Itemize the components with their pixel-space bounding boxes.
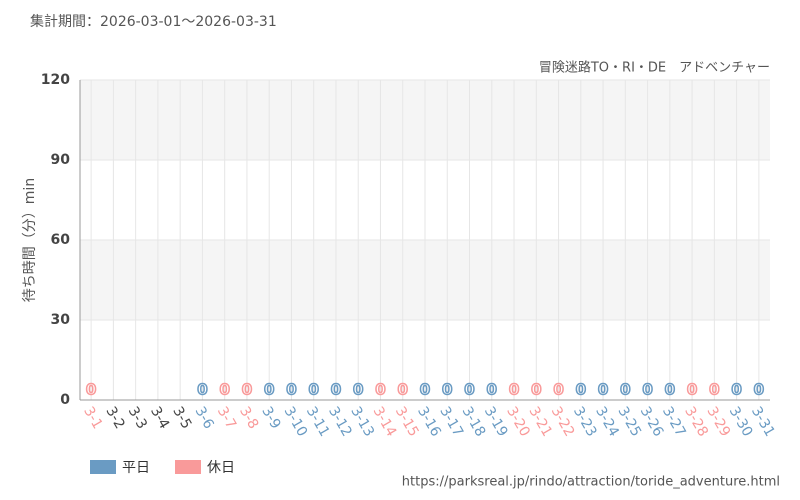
data-label: 0 — [197, 381, 207, 399]
data-label: 0 — [531, 381, 541, 399]
x-tick-label: 3-31 — [748, 404, 778, 440]
y-tick-label: 90 — [51, 152, 71, 168]
y-tick-label: 60 — [51, 232, 71, 248]
data-label: 0 — [665, 381, 675, 399]
data-label: 0 — [553, 381, 563, 399]
x-tick-label: 3-1 — [80, 404, 105, 432]
data-label: 0 — [219, 381, 229, 399]
data-label: 0 — [420, 381, 430, 399]
y-tick-label: 30 — [51, 312, 71, 328]
data-label: 0 — [264, 381, 274, 399]
x-tick-label: 3-2 — [102, 404, 127, 432]
data-label: 0 — [308, 381, 318, 399]
x-tick-label: 3-8 — [236, 404, 261, 432]
data-label: 0 — [487, 381, 497, 399]
data-label: 0 — [642, 381, 652, 399]
data-label: 0 — [576, 381, 586, 399]
data-label: 0 — [598, 381, 608, 399]
footer: https://parksreal.jp/rindo/attraction/to… — [402, 475, 780, 490]
x-tick-label: 3-7 — [214, 404, 239, 432]
legend-swatch — [90, 460, 116, 474]
data-label: 0 — [242, 381, 252, 399]
y-tick-label: 0 — [60, 392, 70, 408]
data-label: 0 — [286, 381, 296, 399]
data-label: 0 — [398, 381, 408, 399]
x-tick-label: 3-4 — [147, 404, 172, 432]
data-label: 0 — [709, 381, 719, 399]
legend-swatch — [175, 460, 201, 474]
data-label: 0 — [464, 381, 474, 399]
legend-label: 休日 — [207, 460, 235, 476]
data-label: 0 — [442, 381, 452, 399]
x-tick-label: 3-3 — [125, 404, 150, 432]
y-tick-label: 120 — [41, 72, 70, 88]
x-tick-label: 3-6 — [191, 404, 216, 432]
header: 集計期間：2026-03-01～2026-03-31 — [30, 13, 277, 30]
x-tick-label: 3-5 — [169, 404, 194, 432]
data-label: 0 — [331, 381, 341, 399]
y-axis-label: 待ち時間（分）min — [22, 178, 38, 302]
data-label: 0 — [754, 381, 764, 399]
data-label: 0 — [375, 381, 385, 399]
legend-label: 平日 — [122, 460, 150, 476]
data-label: 0 — [86, 381, 96, 399]
data-label: 0 — [687, 381, 697, 399]
subtitle: 冒険迷路TO・RI・DE アドベンチャー — [539, 60, 770, 76]
data-label: 0 — [353, 381, 363, 399]
data-label: 0 — [731, 381, 741, 399]
data-label: 0 — [509, 381, 519, 399]
data-label: 0 — [620, 381, 630, 399]
x-tick-label: 3-9 — [258, 404, 283, 432]
